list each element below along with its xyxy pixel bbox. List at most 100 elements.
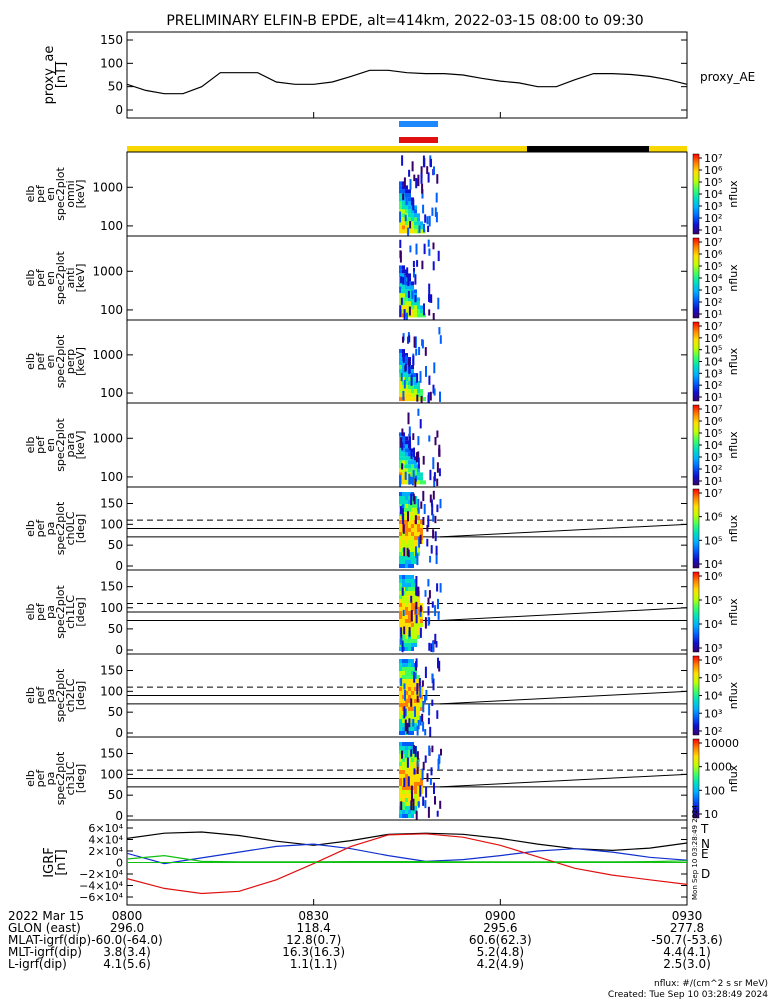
spectrogram-cell <box>422 796 425 806</box>
spectrogram-cell <box>429 469 432 481</box>
spectrogram-cell <box>408 335 411 343</box>
spectrogram-cell <box>411 281 414 286</box>
spectrogram-cell <box>417 627 420 631</box>
spectrogram-cell <box>399 464 402 469</box>
spectrogram-cell <box>399 703 402 707</box>
spectrogram-cell <box>408 679 411 683</box>
spectrogram-cell <box>402 810 405 814</box>
ylabel-line: [deg] <box>74 764 87 793</box>
spectrogram-cell <box>430 294 433 303</box>
spectrogram-cell <box>439 391 441 402</box>
spectrogram-cell <box>414 758 417 762</box>
spectrogram-cell <box>399 492 402 496</box>
spectrogram-cell <box>405 798 408 802</box>
spectrogram-cell <box>420 480 423 485</box>
spectrogram-cell <box>414 691 417 695</box>
spectrogram-cell <box>423 397 426 402</box>
spectrogram-cell <box>408 707 411 711</box>
footer-value: 3.8(3.4) <box>103 945 151 959</box>
spectrogram-cell <box>402 663 405 667</box>
spectrogram-cell <box>436 583 439 592</box>
spectrogram-cell <box>399 810 402 814</box>
spectrogram-cell <box>408 703 411 707</box>
spectrogram-cell <box>399 389 402 394</box>
spectrogram-cell <box>417 313 420 318</box>
spectrogram-cell <box>424 666 427 679</box>
science-bar-red <box>399 137 438 143</box>
spectrogram-cell <box>425 689 428 701</box>
spectrogram-cell <box>431 601 434 608</box>
colorbar-para <box>692 404 700 486</box>
spectrogram-cell <box>408 718 411 728</box>
spectrogram-cell <box>411 659 414 663</box>
spectrogram-cell <box>411 603 414 607</box>
ylabel-line: pef <box>34 686 47 705</box>
spectrogram-cell <box>417 408 420 416</box>
spectrogram-cell <box>405 377 408 382</box>
spectrogram-cell <box>405 810 408 814</box>
spectrogram-cell <box>411 552 414 556</box>
spectrogram-cell <box>405 540 408 544</box>
spectrogram-cell <box>405 289 408 294</box>
colorbar-label: nflux <box>727 180 740 208</box>
spectrogram-cell <box>420 172 423 184</box>
spectrogram-cell <box>405 468 408 473</box>
spectrogram-cell <box>399 667 402 671</box>
spectrogram-cell <box>420 393 423 398</box>
spectrogram-cell <box>410 375 413 386</box>
ytick-label: 50 <box>108 538 123 552</box>
colorbar-tick-label: 10⁵ <box>704 594 722 607</box>
spectrogram-cell <box>414 544 417 548</box>
spectrogram-cell <box>408 603 411 607</box>
spectrogram-cell <box>412 260 415 268</box>
spectrogram-cell <box>405 389 408 394</box>
spectrogram-cell <box>402 798 405 802</box>
spectrogram-cell <box>408 448 411 453</box>
footer-value: 296.0 <box>110 921 144 935</box>
spectrogram-cell <box>417 603 420 607</box>
spectrogram-cell <box>417 758 420 762</box>
spectrogram-cell <box>405 564 408 568</box>
spectrogram-cell <box>411 217 414 222</box>
spectrogram-cell <box>417 548 420 552</box>
spectrogram-cell <box>430 545 433 554</box>
ylabel-line: [deg] <box>74 514 87 543</box>
spectrogram-cell <box>411 766 414 770</box>
colorbar-tick-label: 10⁶ <box>704 415 723 428</box>
spectrogram-cell <box>408 798 411 802</box>
spectrogram-cell <box>429 494 432 503</box>
spectrogram-cell <box>409 179 412 190</box>
spectrogram-cell <box>411 579 414 583</box>
spectrogram-cell <box>417 451 420 463</box>
spectrogram-cell <box>438 327 441 335</box>
spectrogram-cell <box>412 745 415 754</box>
colorbar-tick-label: 10⁴ <box>704 690 723 703</box>
spectrogram-cell <box>399 500 402 504</box>
spectrogram-cell <box>402 391 405 401</box>
spectrogram-cell <box>408 611 411 615</box>
spectrogram-cell <box>399 719 402 723</box>
spectrogram-cell <box>413 174 416 182</box>
ylabel-line: spec2plot <box>54 668 67 722</box>
spectrogram-cell <box>405 683 408 687</box>
spectrogram-cell <box>427 239 430 247</box>
colorbar-label: nflux <box>727 764 740 792</box>
spectrogram-cell <box>414 715 417 719</box>
spectrogram-cell <box>408 209 411 214</box>
spectrogram-cell <box>402 365 405 370</box>
spectrogram-cell <box>417 586 420 597</box>
spectrogram-cell <box>405 536 408 540</box>
spectrogram-cell <box>420 476 423 481</box>
spectrogram-cell <box>403 379 406 389</box>
spectrogram-cell <box>408 794 411 798</box>
spectrogram-cell <box>399 369 402 374</box>
spectrogram-cell <box>399 671 402 675</box>
spectrogram-cell <box>413 447 415 458</box>
spectrogram-cell <box>410 785 413 794</box>
colorbar-tick-label: 10⁴ <box>704 272 723 285</box>
spectrogram-cell <box>424 214 427 223</box>
spectrogram-cell <box>408 520 411 524</box>
footer-info: 2022 Mar 15 0800 0830 0900 0930 GLON (east) 29… <box>8 909 723 971</box>
colorbar-tick-label: 10¹ <box>704 224 722 237</box>
spectrogram-cell <box>414 301 417 306</box>
